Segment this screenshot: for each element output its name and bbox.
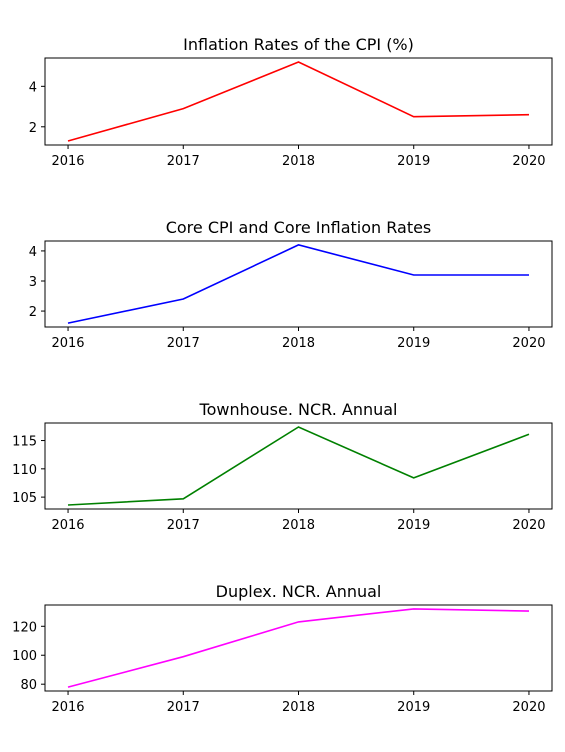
y-tick-label: 2 xyxy=(29,305,37,320)
y-tick-label: 3 xyxy=(29,275,37,290)
series-line xyxy=(67,426,530,506)
y-tick-label: 105 xyxy=(12,491,37,506)
axes-frame xyxy=(44,422,553,510)
charts-container: Inflation Rates of the CPI (%) 2016 2017 20… xyxy=(12,35,553,715)
series-line xyxy=(67,244,529,324)
axes-frame xyxy=(44,240,553,328)
x-tick-label: 2016 xyxy=(51,518,84,533)
x-tick-label: 2020 xyxy=(512,700,545,715)
y-tick-label: 110 xyxy=(12,463,37,478)
x-tick-label: 2019 xyxy=(397,518,430,533)
chart-panel-2: Core CPI and Core Inflation Rates 2016 201… xyxy=(29,218,553,351)
axes-frame xyxy=(44,57,553,146)
chart-panel-3: Townhouse. NCR. Annual 2016 2017 2018 2019 20… xyxy=(12,400,553,533)
x-tick-label: 2017 xyxy=(167,518,200,533)
chart-panel-1: Inflation Rates of the CPI (%) 2016 2017 20… xyxy=(29,35,553,169)
x-tick-label: 2020 xyxy=(512,518,545,533)
x-tick-label: 2018 xyxy=(282,154,315,169)
x-tick-label: 2017 xyxy=(167,700,200,715)
chart-panel-4: Duplex. NCR. Annual 2016 2017 2018 2019 2020 8… xyxy=(12,582,553,715)
x-tick-label: 2020 xyxy=(512,336,545,351)
y-tick-label: 4 xyxy=(29,245,37,260)
series-line xyxy=(67,61,530,142)
y-tick-label: 80 xyxy=(20,678,37,693)
y-tick-label: 2 xyxy=(29,121,37,136)
y-tick-label: 4 xyxy=(29,80,37,95)
y-tick-label: 115 xyxy=(12,435,37,450)
x-tick-label: 2020 xyxy=(512,154,545,169)
chart-title: Inflation Rates of the CPI (%) xyxy=(183,35,414,54)
x-tick-label: 2019 xyxy=(397,154,430,169)
chart-title: Townhouse. NCR. Annual xyxy=(199,400,398,419)
y-tick-label: 100 xyxy=(12,649,37,664)
axes-frame xyxy=(44,604,553,692)
chart-title: Duplex. NCR. Annual xyxy=(216,582,382,601)
x-tick-label: 2019 xyxy=(397,700,430,715)
x-tick-label: 2017 xyxy=(167,154,200,169)
x-tick-label: 2017 xyxy=(167,336,200,351)
x-tick-label: 2016 xyxy=(51,700,84,715)
x-tick-label: 2016 xyxy=(51,154,84,169)
x-tick-label: 2016 xyxy=(51,336,84,351)
series-line xyxy=(67,608,530,688)
y-tick-label: 120 xyxy=(12,620,37,635)
x-tick-label: 2019 xyxy=(397,336,430,351)
x-tick-label: 2018 xyxy=(282,518,315,533)
x-tick-label: 2018 xyxy=(282,336,315,351)
x-tick-label: 2018 xyxy=(282,700,315,715)
chart-title: Core CPI and Core Inflation Rates xyxy=(166,218,432,237)
